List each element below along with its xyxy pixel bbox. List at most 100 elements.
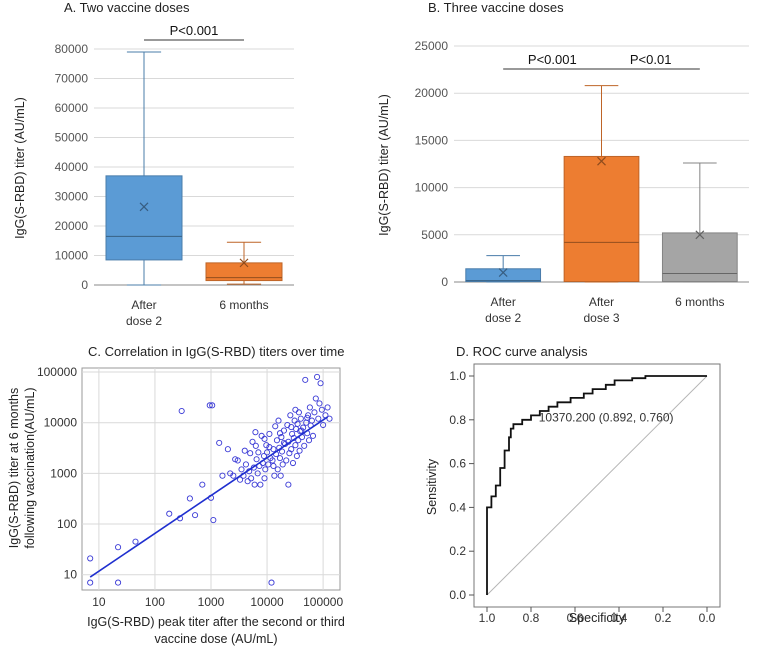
scatter-point	[300, 424, 307, 431]
y-tick-label: 50000	[55, 131, 89, 145]
mean-marker	[597, 156, 606, 166]
scatter-point	[264, 449, 271, 456]
y-tick-label: 25000	[415, 39, 449, 53]
y-tick-label: 20000	[415, 86, 449, 100]
scatter-point	[115, 544, 122, 551]
x-tick-label: 0.2	[655, 611, 672, 625]
scatter-point	[178, 407, 185, 415]
scatter-point	[260, 452, 267, 460]
scatter-point	[320, 421, 327, 429]
scatter-point	[248, 475, 255, 482]
scatter-point	[293, 452, 300, 460]
scatter-point	[309, 432, 317, 439]
scatter-point	[271, 472, 278, 479]
panel-b-title: B. Three vaccine doses	[428, 0, 564, 15]
scatter-point	[287, 412, 294, 419]
scatter-point	[268, 579, 275, 586]
scatter-point	[251, 481, 258, 488]
scatter-point	[314, 373, 321, 380]
scatter-point	[315, 415, 322, 422]
scatter-point	[242, 461, 249, 468]
y-tick-label: 0.0	[449, 588, 466, 602]
scatter-point	[166, 510, 173, 517]
scatter-point	[209, 402, 216, 409]
scatter-point	[252, 442, 259, 449]
scatter-point	[241, 447, 248, 454]
scatter-point	[296, 447, 303, 454]
y-tick-label: 10000	[415, 181, 449, 195]
x-tick-label: 1.0	[479, 611, 496, 625]
panel-d-ylabel: Sensitivity	[425, 458, 439, 515]
panel-d-xlabel: Specificity	[569, 611, 626, 625]
y-tick-label: 10000	[55, 249, 89, 263]
x-tick-label: 0.6	[567, 611, 584, 625]
scatter-point	[289, 430, 296, 437]
panel-a-title: A. Two vaccine doses	[64, 0, 190, 15]
scatter-point	[288, 424, 295, 431]
scatter-point	[285, 481, 292, 488]
panel-c: C. Correlation in IgG(S-RBD) titers over…	[7, 344, 345, 646]
scatter-point	[219, 472, 226, 479]
y-tick-label: 1.0	[449, 369, 466, 383]
scatter-point	[288, 446, 295, 453]
scatter-point	[270, 462, 277, 470]
scatter-point	[289, 459, 297, 467]
panel-b-ylabel: IgG(S-RBD) titer (AU/mL)	[377, 94, 391, 236]
x-category-label: 6 months	[675, 295, 724, 309]
scatter-point	[238, 466, 245, 473]
scatter-point	[318, 406, 325, 413]
x-tick-label: 0.0	[699, 611, 716, 625]
x-tick-label: 10000	[250, 595, 284, 609]
mean-marker	[695, 230, 705, 240]
panel-c-ylabel-line1: IgG(S-RBD) titer at 6 months	[7, 388, 21, 548]
y-tick-label: 15000	[415, 133, 449, 147]
y-tick-label: 0.4	[449, 500, 466, 514]
regression-line	[89, 416, 329, 578]
x-category-label: After	[589, 295, 614, 309]
scatter-point	[257, 481, 264, 488]
x-category-label: After	[490, 295, 515, 309]
scatter-point	[305, 437, 313, 444]
panel-c-xlabel-line2: vaccine dose (AU/mL)	[155, 632, 278, 646]
y-tick-label: 5000	[421, 228, 448, 242]
panel-b: B. Three vaccine doses IgG(S-RBD) titer …	[377, 0, 749, 325]
x-category-label: After	[131, 298, 156, 312]
scatter-point	[254, 470, 261, 477]
y-tick-label: 10000	[44, 416, 78, 430]
y-tick-label: 60000	[55, 101, 89, 115]
y-tick-label: 70000	[55, 72, 89, 86]
y-tick-label: 100	[57, 517, 77, 531]
scatter-point	[316, 400, 323, 407]
scatter-point	[302, 376, 309, 383]
roc-curve	[486, 375, 707, 595]
y-tick-label: 0	[441, 275, 448, 289]
significance-label: P<0.01	[630, 52, 672, 67]
x-category-label: 6 months	[219, 298, 268, 312]
box-iqr	[465, 268, 542, 283]
scatter-point	[276, 455, 284, 462]
scatter-point	[311, 409, 318, 416]
y-tick-label: 1000	[50, 466, 77, 480]
scatter-point	[192, 512, 199, 519]
scatter-point	[326, 415, 333, 422]
scatter-point	[324, 404, 331, 411]
scatter-point	[273, 437, 280, 444]
scatter-point	[266, 430, 273, 437]
panel-c-ylabel-line2: following vaccination(AU/mL)	[23, 387, 37, 548]
scatter-point	[306, 404, 313, 411]
scatter-point	[253, 456, 260, 463]
significance-label: P<0.001	[528, 52, 577, 67]
scatter-point	[278, 448, 286, 455]
scatter-point	[247, 450, 254, 457]
scatter-point	[216, 439, 223, 446]
scatter-point	[252, 429, 259, 436]
roc-cutoff-annotation: 10370.200 (0.892, 0.760)	[539, 411, 674, 425]
scatter-point	[283, 457, 290, 464]
y-tick-label: 100000	[37, 365, 77, 379]
scatter-point	[308, 417, 315, 424]
panel-c-xlabel-line1: IgG(S-RBD) peak titer after the second o…	[87, 615, 345, 629]
panel-d-title: D. ROC curve analysis	[456, 344, 588, 359]
scatter-point	[276, 430, 284, 437]
box-iqr	[105, 175, 183, 261]
scatter-point	[262, 466, 269, 473]
